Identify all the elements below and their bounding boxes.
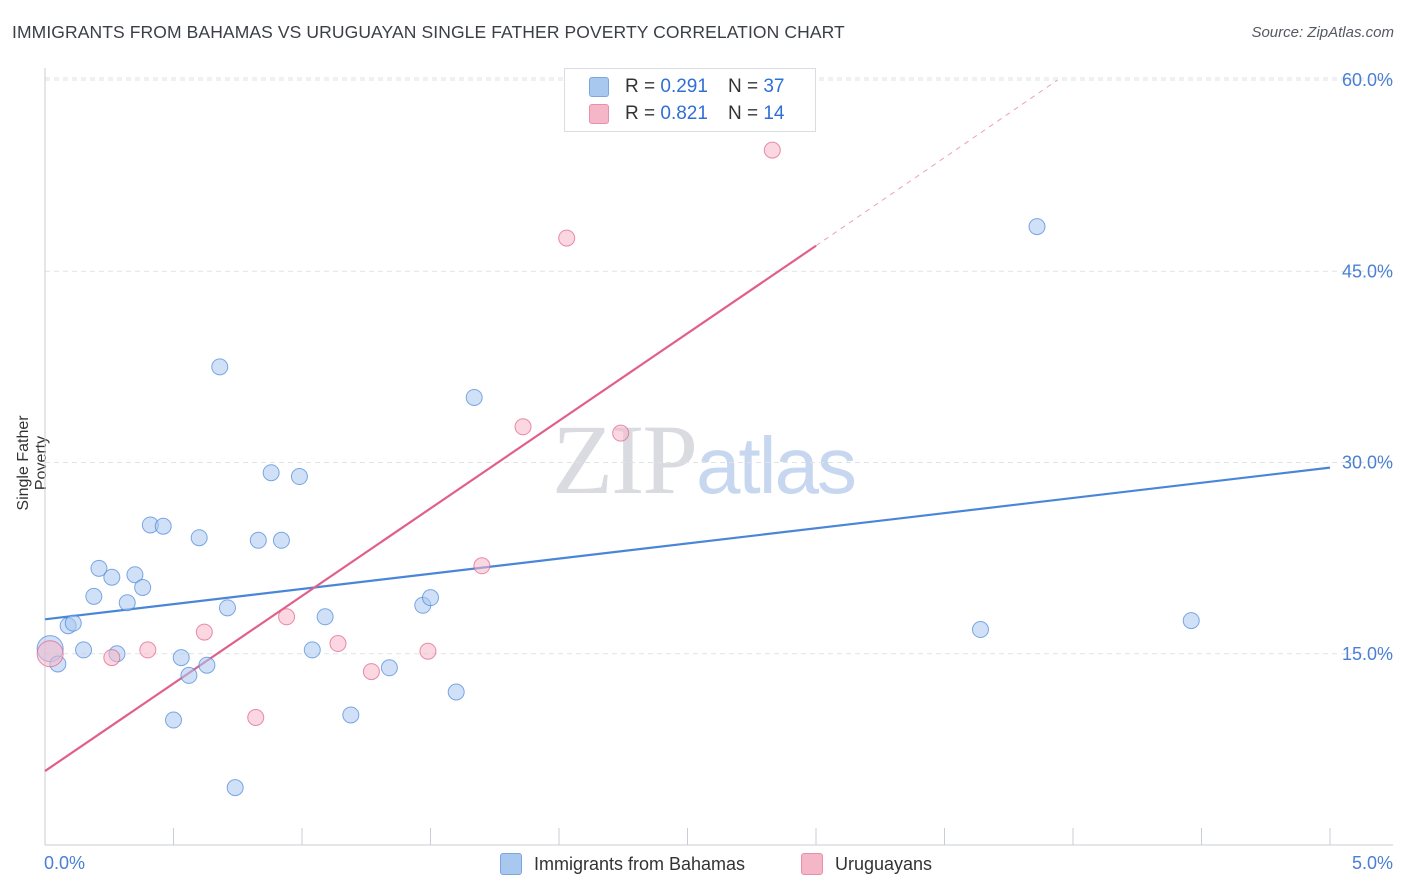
legend-swatch-uruguayans xyxy=(801,853,823,875)
trend-line-uruguayans xyxy=(44,244,817,772)
point-bahamas xyxy=(249,531,267,549)
legend-row-bahamas: R = 0.291 N = 37 xyxy=(589,74,784,100)
point-bahamas xyxy=(971,621,989,639)
point-uruguayans xyxy=(329,635,347,653)
point-bahamas xyxy=(342,706,360,724)
point-bahamas xyxy=(75,641,93,659)
n-value: 14 xyxy=(763,103,785,124)
chart-title: IMMIGRANTS FROM BAHAMAS VS URUGUAYAN SIN… xyxy=(12,22,845,42)
r-value: 0.821 xyxy=(660,103,708,124)
legend-item-uruguayans: Uruguayans xyxy=(801,851,932,877)
correlation-legend: R = 0.291 N = 37 R = 0.821 N = 14 xyxy=(564,68,816,132)
n-label: N = xyxy=(727,76,759,97)
point-uruguayans xyxy=(612,424,630,442)
trend-extension-uruguayans xyxy=(815,79,1058,247)
x-tick-label: 5.0% xyxy=(1352,853,1393,873)
r-label: R = xyxy=(625,76,656,97)
point-bahamas xyxy=(118,594,136,612)
point-bahamas xyxy=(1182,612,1200,630)
point-uruguayans xyxy=(514,418,532,436)
point-bahamas xyxy=(165,711,182,729)
trend-lines xyxy=(44,79,1331,772)
point-bahamas xyxy=(154,517,172,535)
point-bahamas xyxy=(211,358,229,376)
point-uruguayans xyxy=(195,623,213,641)
point-uruguayans xyxy=(139,641,157,659)
point-bahamas xyxy=(126,566,144,584)
legend-label: Uruguayans xyxy=(835,853,933,874)
point-uruguayans xyxy=(763,141,781,159)
point-bahamas xyxy=(172,649,190,667)
x-tick-label: 0.0% xyxy=(44,853,85,873)
point-uruguayans xyxy=(36,640,64,668)
trend-line-bahamas xyxy=(44,466,1331,621)
point-bahamas xyxy=(226,779,244,797)
r-label: R = xyxy=(625,103,656,124)
tick-labels: 15.0% 30.0% 45.0% 60.0% 0.0% 5.0% xyxy=(44,70,1393,873)
legend-swatch-bahamas xyxy=(589,77,609,97)
y-tick-label: 45.0% xyxy=(1342,261,1393,281)
point-uruguayans xyxy=(558,229,576,247)
watermark-zip: ZIP xyxy=(552,404,698,515)
grid-lines xyxy=(45,77,1393,655)
legend-label: Immigrants from Bahamas xyxy=(534,853,746,874)
y-tick-label: 60.0% xyxy=(1342,70,1393,90)
point-uruguayans xyxy=(473,557,491,575)
point-bahamas xyxy=(85,587,103,605)
legend-item-bahamas: Immigrants from Bahamas xyxy=(500,851,745,877)
legend-swatch-uruguayans xyxy=(589,104,609,124)
point-bahamas xyxy=(290,468,308,486)
point-bahamas xyxy=(316,608,334,626)
legend-swatch-bahamas xyxy=(500,853,522,875)
y-tick-label: 30.0% xyxy=(1342,453,1393,473)
axes xyxy=(44,68,1393,846)
point-bahamas xyxy=(272,531,290,549)
point-uruguayans xyxy=(247,709,265,726)
n-label: N = xyxy=(727,103,759,124)
point-bahamas xyxy=(103,568,121,586)
point-bahamas xyxy=(380,659,398,677)
point-bahamas xyxy=(190,529,208,547)
r-value: 0.291 xyxy=(660,76,708,97)
point-bahamas xyxy=(262,464,280,482)
source-note: Source: ZipAtlas.com xyxy=(1251,24,1394,41)
watermark: ZIPatlas xyxy=(552,402,857,517)
point-uruguayans xyxy=(362,663,380,681)
legend-row-uruguayans: R = 0.821 N = 14 xyxy=(589,101,784,127)
point-bahamas xyxy=(64,614,82,632)
point-bahamas xyxy=(180,666,198,684)
point-uruguayans xyxy=(278,608,296,626)
watermark-atlas: atlas xyxy=(696,421,857,510)
data-points xyxy=(36,141,1200,797)
point-bahamas xyxy=(447,683,465,701)
n-value: 37 xyxy=(763,76,785,97)
point-bahamas xyxy=(1028,218,1046,236)
point-bahamas xyxy=(303,641,321,659)
y-tick-label: 15.0% xyxy=(1342,644,1393,664)
point-bahamas xyxy=(422,589,439,607)
point-bahamas xyxy=(134,578,152,596)
point-uruguayans xyxy=(419,642,437,660)
point-uruguayans xyxy=(103,649,121,667)
point-bahamas xyxy=(465,388,483,406)
point-bahamas xyxy=(218,599,236,617)
point-bahamas xyxy=(198,656,216,674)
point-bahamas xyxy=(90,559,108,577)
